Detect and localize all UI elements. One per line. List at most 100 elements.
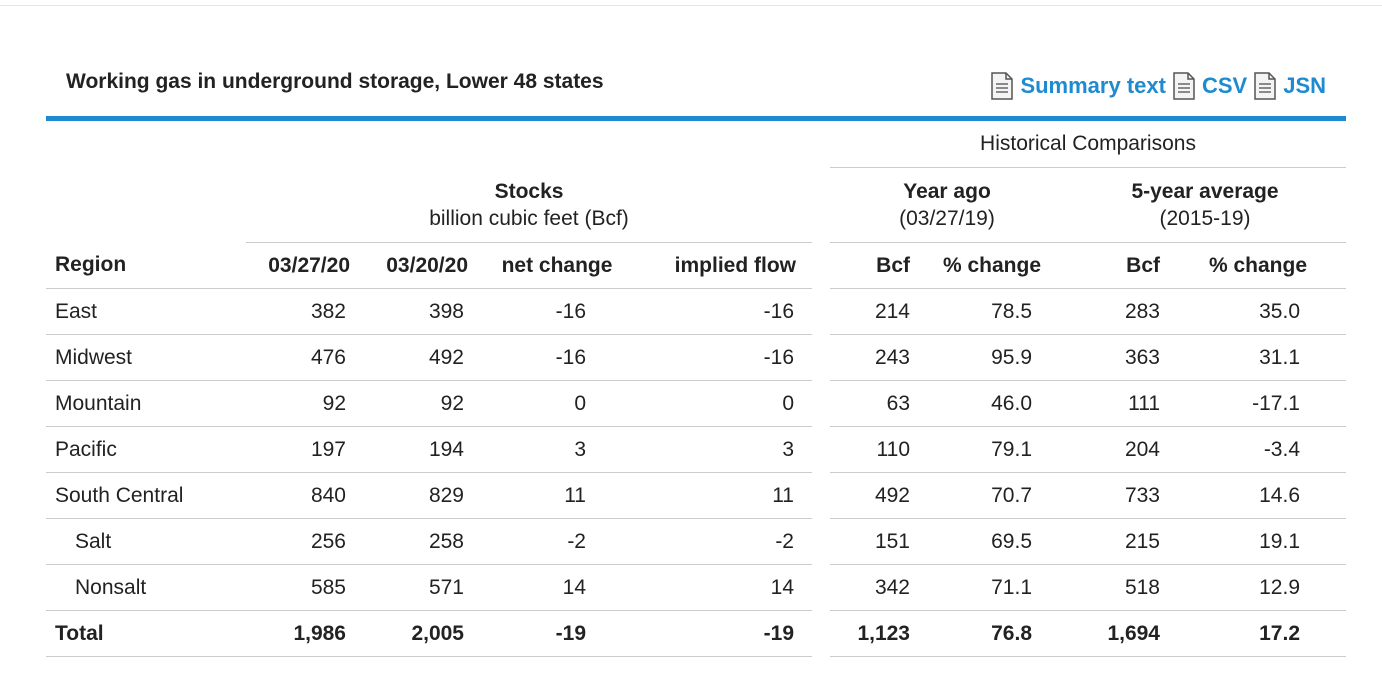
value-cell: 571 <box>364 564 482 611</box>
value-cell: 0 <box>632 380 812 427</box>
table-row: Midwest 476 492 -16 -16 243 95.9 363 31.1 <box>46 334 1346 381</box>
json-label[interactable]: JSN <box>1283 73 1326 98</box>
region-cell: Pacific <box>46 426 246 473</box>
value-cell: 14.6 <box>1170 472 1346 519</box>
value-cell: 3 <box>632 426 812 473</box>
value-cell: 70.7 <box>920 472 1064 519</box>
value-cell: 518 <box>1064 564 1170 611</box>
table-body: East 382 398 -16 -16 214 78.5 283 35.0 Midwest 476… <box>46 288 1346 657</box>
value-cell: -16 <box>632 334 812 381</box>
summary-text-label[interactable]: Summary text <box>1020 73 1166 98</box>
value-cell: -19 <box>632 610 812 657</box>
download-links: Summary text CSV JSN <box>990 72 1326 100</box>
col-current-week: 03/27/20 <box>246 242 364 289</box>
document-icon <box>1173 72 1195 100</box>
value-cell: 11 <box>482 472 632 519</box>
table-row: East 382 398 -16 -16 214 78.5 283 35.0 <box>46 288 1346 335</box>
col-five-year-pct: % change <box>1170 242 1346 289</box>
col-region: Region <box>46 242 246 289</box>
region-cell: Total <box>46 610 246 657</box>
column-gap <box>812 565 830 611</box>
value-cell: 197 <box>246 426 364 473</box>
value-cell: 2,005 <box>364 610 482 657</box>
year-ago-title: Year ago <box>903 180 991 203</box>
value-cell: 204 <box>1064 426 1170 473</box>
value-cell: 92 <box>364 380 482 427</box>
column-header-row: Region 03/27/20 03/20/20 net change impl… <box>46 242 1346 289</box>
value-cell: 110 <box>830 426 920 473</box>
stocks-subtitle: billion cubic feet (Bcf) <box>429 206 629 230</box>
value-cell: 19.1 <box>1170 518 1346 565</box>
summary-text-link[interactable]: Summary text <box>990 72 1166 100</box>
region-cell: Midwest <box>46 334 246 381</box>
header-row-groups: Stocks billion cubic feet (Bcf) Year ago… <box>46 167 1346 243</box>
value-cell: -2 <box>482 518 632 565</box>
value-cell: 733 <box>1064 472 1170 519</box>
value-cell: 194 <box>364 426 482 473</box>
title-rule <box>46 116 1346 121</box>
value-cell: 492 <box>830 472 920 519</box>
value-cell: 382 <box>246 288 364 335</box>
value-cell: -16 <box>482 334 632 381</box>
col-year-ago-bcf: Bcf <box>830 242 920 289</box>
value-cell: 840 <box>246 472 364 519</box>
value-cell: 11 <box>632 472 812 519</box>
value-cell: 14 <box>482 564 632 611</box>
value-cell: 78.5 <box>920 288 1064 335</box>
value-cell: 214 <box>830 288 920 335</box>
value-cell: 17.2 <box>1170 610 1346 657</box>
value-cell: 243 <box>830 334 920 381</box>
column-gap <box>812 335 830 381</box>
table-row: Nonsalt 585 571 14 14 342 71.1 518 12.9 <box>46 564 1346 611</box>
table-row: Salt 256 258 -2 -2 151 69.5 215 19.1 <box>46 518 1346 565</box>
column-gap <box>812 289 830 335</box>
region-cell: East <box>46 288 246 335</box>
col-net-change: net change <box>482 242 632 289</box>
value-cell: 363 <box>1064 334 1170 381</box>
json-link[interactable]: JSN <box>1253 72 1326 100</box>
region-cell: South Central <box>46 472 246 519</box>
value-cell: 585 <box>246 564 364 611</box>
column-gap <box>812 381 830 427</box>
value-cell: -2 <box>632 518 812 565</box>
region-cell: Salt <box>46 518 246 565</box>
value-cell: 111 <box>1064 380 1170 427</box>
page-title: Working gas in underground storage, Lowe… <box>66 70 604 93</box>
year-ago-header: Year ago (03/27/19) <box>830 167 1064 243</box>
value-cell: 76.8 <box>920 610 1064 657</box>
storage-table: Historical Comparisons Stocks billion cu… <box>46 121 1346 657</box>
region-cell: Nonsalt <box>46 564 246 611</box>
value-cell: -16 <box>632 288 812 335</box>
col-prior-week: 03/20/20 <box>364 242 482 289</box>
csv-label[interactable]: CSV <box>1201 73 1248 98</box>
value-cell: 492 <box>364 334 482 381</box>
column-gap <box>812 427 830 473</box>
value-cell: 69.5 <box>920 518 1064 565</box>
col-year-ago-pct: % change <box>920 242 1064 289</box>
five-year-title: 5-year average <box>1131 180 1279 203</box>
table-row: Mountain 92 92 0 0 63 46.0 111 -17.1 <box>46 380 1346 427</box>
value-cell: 1,986 <box>246 610 364 657</box>
value-cell: 0 <box>482 380 632 427</box>
document-icon <box>991 72 1014 100</box>
csv-link[interactable]: CSV <box>1172 72 1247 100</box>
value-cell: 398 <box>364 288 482 335</box>
value-cell: -19 <box>482 610 632 657</box>
value-cell: 256 <box>246 518 364 565</box>
value-cell: 14 <box>632 564 812 611</box>
value-cell: 342 <box>830 564 920 611</box>
stocks-header: Stocks billion cubic feet (Bcf) <box>246 167 812 243</box>
header-row-historical: Historical Comparisons <box>46 121 1346 168</box>
value-cell: 79.1 <box>920 426 1064 473</box>
value-cell: 829 <box>364 472 482 519</box>
value-cell: 258 <box>364 518 482 565</box>
table-row: South Central 840 829 11 11 492 70.7 733 14.6 <box>46 472 1346 519</box>
top-divider <box>0 5 1382 6</box>
value-cell: 1,123 <box>830 610 920 657</box>
value-cell: 92 <box>246 380 364 427</box>
col-implied-flow: implied flow <box>632 242 812 289</box>
column-gap <box>812 519 830 565</box>
value-cell: 151 <box>830 518 920 565</box>
value-cell: -17.1 <box>1170 380 1346 427</box>
value-cell: 95.9 <box>920 334 1064 381</box>
